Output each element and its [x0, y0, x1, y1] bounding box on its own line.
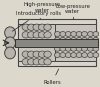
- Circle shape: [65, 37, 71, 42]
- Bar: [18, 24, 55, 61]
- Circle shape: [60, 31, 66, 36]
- Circle shape: [71, 53, 77, 58]
- Circle shape: [38, 59, 46, 65]
- Circle shape: [28, 51, 35, 57]
- Circle shape: [65, 31, 71, 36]
- Circle shape: [38, 24, 46, 30]
- Circle shape: [22, 32, 30, 38]
- Circle shape: [76, 53, 82, 58]
- Circle shape: [60, 37, 66, 42]
- Circle shape: [44, 51, 51, 57]
- Text: Introductory rolls: Introductory rolls: [12, 11, 61, 31]
- Circle shape: [71, 37, 77, 42]
- Bar: [55, 24, 96, 61]
- Circle shape: [33, 51, 40, 57]
- Circle shape: [76, 31, 82, 36]
- Circle shape: [44, 24, 51, 30]
- Ellipse shape: [5, 27, 16, 39]
- Circle shape: [76, 37, 82, 42]
- Circle shape: [38, 51, 46, 57]
- Circle shape: [88, 31, 93, 36]
- Circle shape: [82, 37, 87, 42]
- Circle shape: [88, 37, 93, 42]
- Ellipse shape: [5, 47, 16, 59]
- Text: High-pressure
water: High-pressure water: [24, 2, 61, 19]
- Circle shape: [22, 24, 30, 30]
- Bar: [18, 19, 96, 66]
- Circle shape: [71, 31, 77, 36]
- Circle shape: [65, 46, 71, 51]
- Circle shape: [33, 32, 40, 38]
- Circle shape: [60, 46, 66, 51]
- Text: Rollers: Rollers: [43, 69, 61, 85]
- Ellipse shape: [5, 37, 16, 49]
- Bar: [16, 39, 98, 47]
- Circle shape: [93, 53, 99, 58]
- Circle shape: [28, 59, 35, 65]
- Circle shape: [55, 46, 60, 51]
- Text: Low-pressure
water: Low-pressure water: [55, 4, 90, 19]
- Circle shape: [55, 37, 60, 42]
- Circle shape: [44, 59, 51, 65]
- Circle shape: [93, 46, 99, 51]
- Circle shape: [55, 31, 60, 36]
- Circle shape: [22, 51, 30, 57]
- Circle shape: [93, 31, 99, 36]
- Circle shape: [60, 53, 66, 58]
- Circle shape: [65, 53, 71, 58]
- Circle shape: [28, 32, 35, 38]
- Circle shape: [71, 46, 77, 51]
- Circle shape: [22, 59, 30, 65]
- Circle shape: [82, 46, 87, 51]
- Circle shape: [28, 24, 35, 30]
- Circle shape: [82, 31, 87, 36]
- Circle shape: [55, 53, 60, 58]
- Circle shape: [33, 59, 40, 65]
- Circle shape: [88, 53, 93, 58]
- Circle shape: [33, 24, 40, 30]
- Circle shape: [76, 46, 82, 51]
- Circle shape: [38, 32, 46, 38]
- Circle shape: [44, 32, 51, 38]
- Circle shape: [88, 46, 93, 51]
- Circle shape: [82, 53, 87, 58]
- Circle shape: [93, 37, 99, 42]
